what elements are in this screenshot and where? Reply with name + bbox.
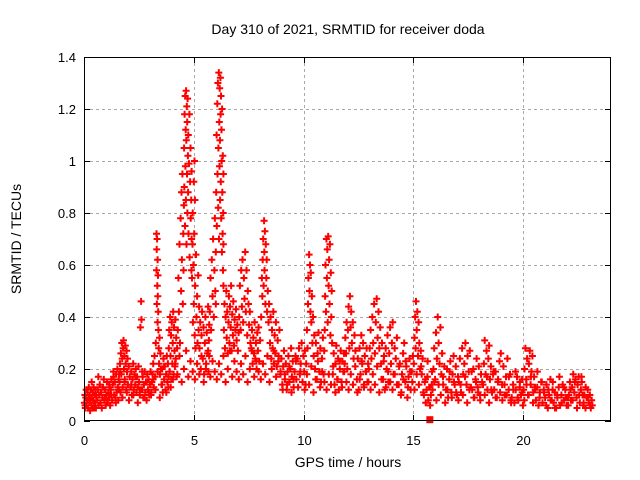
- square-marker: [426, 416, 434, 424]
- y-tick-label: 1.4: [58, 50, 76, 65]
- plot-border: [84, 57, 611, 421]
- gridlines: [84, 57, 611, 421]
- scatter-points: [80, 69, 596, 415]
- x-axis-label: GPS time / hours: [295, 454, 402, 470]
- y-tick-label: 0.2: [58, 362, 76, 377]
- x-tick-label: 10: [297, 433, 311, 448]
- chart-title: Day 310 of 2021, SRMTID for receiver dod…: [211, 21, 484, 37]
- y-tick-label: 1: [69, 154, 76, 169]
- y-axis-label: SRMTID / TECUs: [8, 184, 24, 294]
- x-tick-label: 20: [516, 433, 530, 448]
- x-tick-label: 15: [406, 433, 420, 448]
- x-tick-label: 5: [191, 433, 198, 448]
- y-tick-label: 0: [69, 414, 76, 429]
- x-tick-label: 0: [81, 433, 88, 448]
- y-tick-label: 0.4: [58, 310, 76, 325]
- y-tick-labels: 0 0.2 0.4 0.6 0.8 1 1.2 1.4: [58, 50, 76, 429]
- y-tick-label: 1.2: [58, 102, 76, 117]
- y-tick-label: 0.6: [58, 258, 76, 273]
- data-points: [80, 69, 596, 424]
- y-tick-label: 0.8: [58, 206, 76, 221]
- x-tick-labels: 0 5 10 15 20: [81, 433, 531, 448]
